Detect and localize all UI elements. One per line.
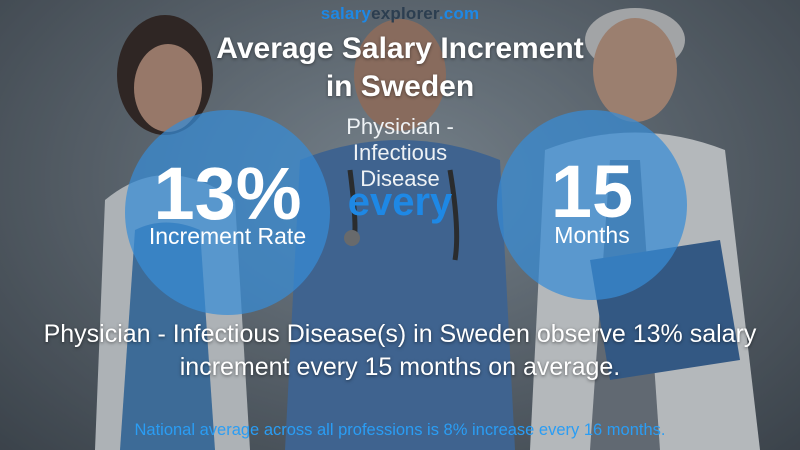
title-line-1: Average Salary Increment xyxy=(216,32,584,65)
page-title: Average Salary Increment in Sweden xyxy=(0,30,800,106)
job-title-line-3: Disease xyxy=(360,166,440,191)
job-title: Physician - Infectious Disease xyxy=(330,114,470,192)
brand-part-salary: salary xyxy=(320,4,372,23)
job-title-line-2: Infectious xyxy=(352,140,448,165)
increment-rate-circle: 13% Increment Rate xyxy=(125,110,330,315)
brand-part-explorer: explorer xyxy=(371,4,439,23)
national-average-note: National average across all professions … xyxy=(134,421,666,439)
summary-text: Physician - Infectious Disease(s) in Swe… xyxy=(0,318,800,384)
summary-line-1: Physician - Infectious Disease(s) in Swe… xyxy=(43,320,757,348)
period-label: Months xyxy=(554,222,630,248)
summary-line-2: increment every 15 months on average. xyxy=(179,353,621,381)
period-circle: 15 Months xyxy=(497,110,687,300)
title-line-2: in Sweden xyxy=(325,70,475,103)
job-title-line-1: Physician - xyxy=(346,114,454,139)
increment-rate-label: Increment Rate xyxy=(148,223,307,249)
brand-part-domain: .com xyxy=(438,4,480,23)
site-logo[interactable]: salaryexplorer.com xyxy=(0,4,800,24)
increment-rate-value: 13% xyxy=(153,152,302,235)
every-label: every xyxy=(347,180,453,224)
period-value: 15 xyxy=(550,150,634,233)
